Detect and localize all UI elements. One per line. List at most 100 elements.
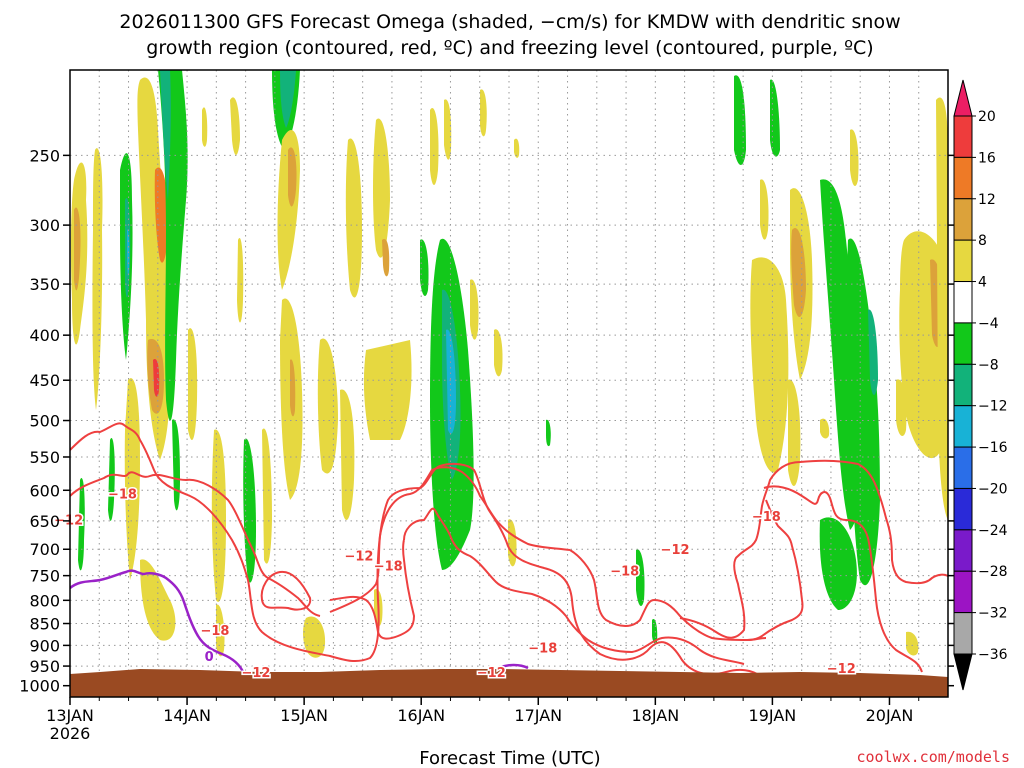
colorbar-label: −8 [978, 357, 999, 373]
y-tick-label: 450 [29, 371, 60, 390]
dendritic-contours [70, 422, 948, 677]
x-tick-label: 13JAN [46, 706, 94, 725]
contour-loop-a [260, 570, 312, 611]
contour-16jan [329, 466, 571, 613]
x-tick-label: 14JAN [163, 706, 211, 725]
y-tick-label: 600 [29, 481, 60, 500]
colorbar-swatch [953, 570, 973, 614]
colorbar-label: 16 [978, 150, 996, 166]
omega-band [290, 359, 296, 417]
colorbar-label: 20 [978, 109, 996, 125]
freezing-level-label: 0 [205, 650, 214, 665]
y-tick-label: 700 [29, 540, 60, 559]
contour-label: −12 [661, 543, 690, 558]
contour-label: −18 [528, 642, 557, 657]
x-tick-sublabel: 2026 [50, 724, 91, 743]
omega-band [514, 138, 520, 158]
colorbar-top-arrow [953, 79, 973, 117]
omega-band [480, 89, 487, 137]
omega-band [172, 419, 180, 511]
credit-text: coolwx.com/models [856, 748, 1010, 766]
y-tick-label: 850 [29, 615, 60, 634]
omega-band [160, 70, 171, 200]
colorbar-label: 4 [978, 275, 987, 291]
contour-minus-18 [70, 471, 321, 617]
contour-18jan-b [679, 459, 948, 639]
omega-band [819, 517, 857, 610]
y-tick-label: 300 [29, 216, 60, 235]
x-tick-label: 19JAN [749, 706, 797, 725]
y-tick-label: 550 [29, 448, 60, 467]
contour-16jan-inner [403, 507, 745, 665]
omega-band [446, 329, 456, 434]
contour-label: −12 [477, 666, 506, 681]
omega-band [108, 438, 115, 521]
colorbar-label: −36 [978, 647, 1008, 663]
colorbar-swatch [953, 446, 973, 489]
x-tick-label: 18JAN [631, 706, 679, 725]
contour-label: −12 [827, 662, 856, 677]
omega-band [850, 129, 859, 186]
colorbar-swatch [953, 487, 973, 531]
y-tick-label: 400 [29, 326, 60, 345]
colorbar-swatch [953, 363, 973, 407]
omega-band [750, 257, 789, 473]
colorbar-swatch [953, 281, 973, 324]
omega-band [546, 419, 551, 447]
omega-band [652, 619, 658, 644]
omega-band [847, 238, 880, 586]
y-tick-label: 950 [29, 657, 60, 676]
omega-band [211, 429, 226, 602]
colorbar-label: −4 [978, 316, 999, 332]
omega-band [494, 329, 503, 377]
y-tick-label: 500 [29, 412, 60, 431]
omega-band [345, 138, 362, 298]
contour-19jan-b [743, 499, 804, 641]
colorbar-swatch [953, 156, 973, 200]
colorbar-label: −28 [978, 564, 1008, 580]
x-tick-label: 15JAN [280, 706, 328, 725]
grid-lines [70, 70, 948, 697]
omega-shading [70, 70, 948, 658]
omega-band [791, 228, 806, 317]
colorbar-label: −20 [978, 481, 1008, 497]
colorbar-swatch [953, 529, 973, 572]
colorbar-label: −12 [978, 399, 1008, 415]
omega-band [280, 70, 296, 128]
omega-band [444, 99, 452, 160]
colorbar-swatch [953, 405, 973, 448]
omega-band [74, 207, 81, 291]
colorbar-swatch [953, 198, 973, 241]
omega-band [188, 328, 198, 440]
y-axis: 250 300 350 400 450 500 550 600 650 700 750 800 850 9… [19, 146, 954, 696]
x-axis-title: Forecast Time (UTC) [419, 748, 600, 768]
contour-minus-12 [70, 422, 761, 677]
colorbar-label: 8 [978, 233, 987, 249]
omega-band [868, 309, 878, 395]
omega-band [237, 238, 244, 323]
colorbar: 20 16 12 8 4 −4 −8 −12 −16 −20 −24 −28 −32 −36 [953, 79, 1008, 691]
omega-band [373, 118, 390, 258]
contour-label: −18 [610, 565, 639, 580]
omega-band [936, 97, 948, 520]
colorbar-label: −32 [978, 606, 1008, 622]
omega-band [896, 379, 907, 436]
omega-band [636, 549, 645, 606]
contour-label: −18 [752, 510, 781, 525]
colorbar-label: −24 [978, 523, 1008, 539]
omega-band [243, 438, 256, 583]
omega-band [140, 559, 176, 641]
omega-band [78, 478, 85, 571]
y-tick-label: 250 [29, 146, 60, 165]
colorbar-swatch [953, 322, 973, 365]
y-tick-label: 900 [29, 636, 60, 655]
omega-band [216, 604, 225, 657]
contour-labels: −18−12−18−12−12−18−12−18−18−12−18−120 [53, 486, 858, 683]
y-tick-label: 650 [29, 512, 60, 531]
colorbar-swatch [953, 115, 973, 158]
omega-band [262, 428, 272, 564]
omega-band [202, 107, 208, 147]
x-tick-label: 17JAN [514, 706, 562, 725]
